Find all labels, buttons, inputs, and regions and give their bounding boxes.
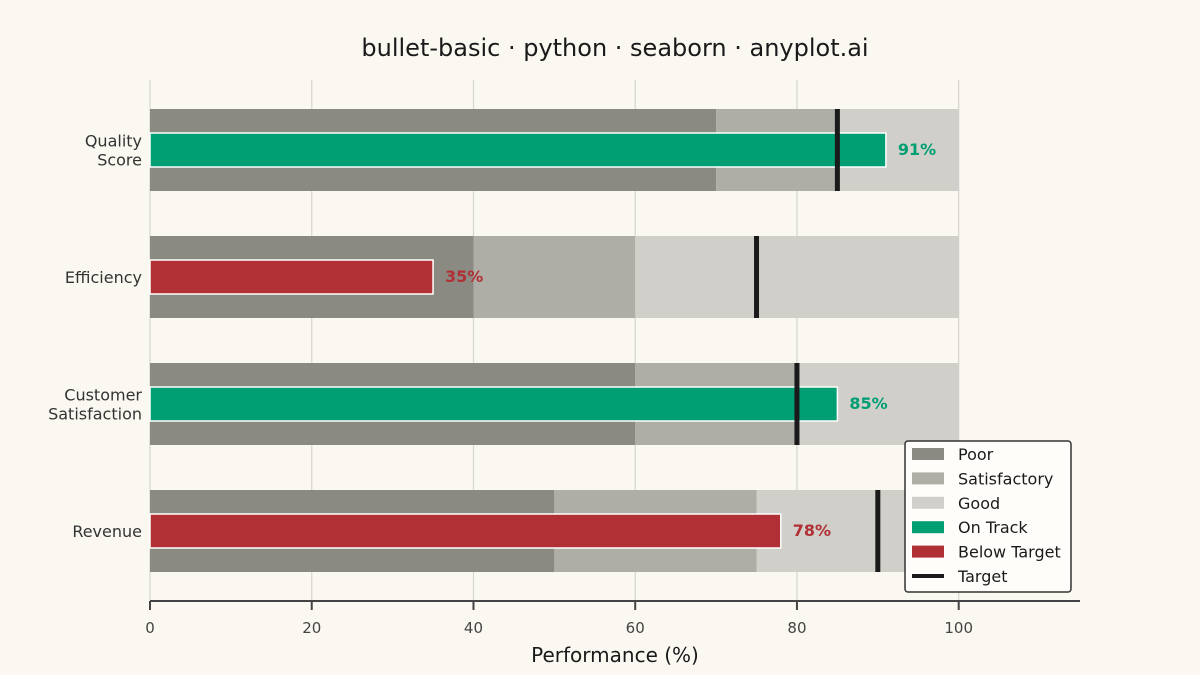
legend-swatch-4 — [912, 545, 944, 558]
category-label-line: Efficiency — [65, 268, 142, 287]
legend-label-0: Poor — [958, 445, 994, 464]
legend-swatch-0 — [912, 448, 944, 460]
range-band-good-1 — [635, 236, 959, 318]
category-label-line: Satisfaction — [48, 405, 142, 424]
legend-label-2: Good — [958, 494, 1000, 513]
x-tick-label-60: 60 — [626, 619, 645, 637]
legend-swatch-1 — [912, 472, 944, 485]
value-label-0: 91% — [898, 140, 936, 159]
x-tick-label-80: 80 — [787, 619, 806, 637]
legend-swatch-2 — [912, 496, 944, 509]
value-label-1: 35% — [445, 267, 483, 286]
x-axis-label: Performance (%) — [531, 643, 699, 667]
value-bar-3 — [149, 513, 782, 549]
x-tick-label-100: 100 — [944, 619, 973, 637]
category-label-0: Quality Score — [85, 132, 142, 170]
value-label-2: 85% — [849, 394, 887, 413]
chart-title: bullet-basic · python · seaborn · anyplo… — [361, 34, 868, 62]
value-bar-2 — [149, 386, 839, 422]
value-bar-0 — [149, 132, 887, 168]
legend-label-3: On Track — [958, 518, 1028, 537]
legend-label-1: Satisfactory — [958, 469, 1053, 488]
category-label-1: Efficiency — [65, 268, 142, 287]
x-tick-label-20: 20 — [302, 619, 321, 637]
x-tick-label-40: 40 — [464, 619, 483, 637]
category-label-line: Revenue — [72, 522, 142, 541]
category-label-2: Customer Satisfaction — [48, 386, 142, 424]
value-bar-1 — [149, 259, 434, 295]
legend-box — [904, 440, 1072, 593]
category-label-line: Quality — [85, 132, 142, 151]
category-label-line: Customer — [64, 386, 142, 405]
x-axis: 0 20 40 60 80 100 — [145, 600, 1080, 637]
legend-label-4: Below Target — [958, 543, 1061, 562]
legend: Poor Satisfactory Good On Track Below Target… — [904, 440, 1072, 593]
legend-swatch-3 — [912, 521, 944, 534]
x-tick-label-0: 0 — [145, 619, 155, 637]
value-label-3: 78% — [793, 521, 831, 540]
category-label-line: Score — [97, 151, 142, 170]
range-band-satisfactory-1 — [473, 236, 636, 318]
legend-label-5: Target — [957, 567, 1008, 586]
category-label-3: Revenue — [72, 522, 142, 541]
